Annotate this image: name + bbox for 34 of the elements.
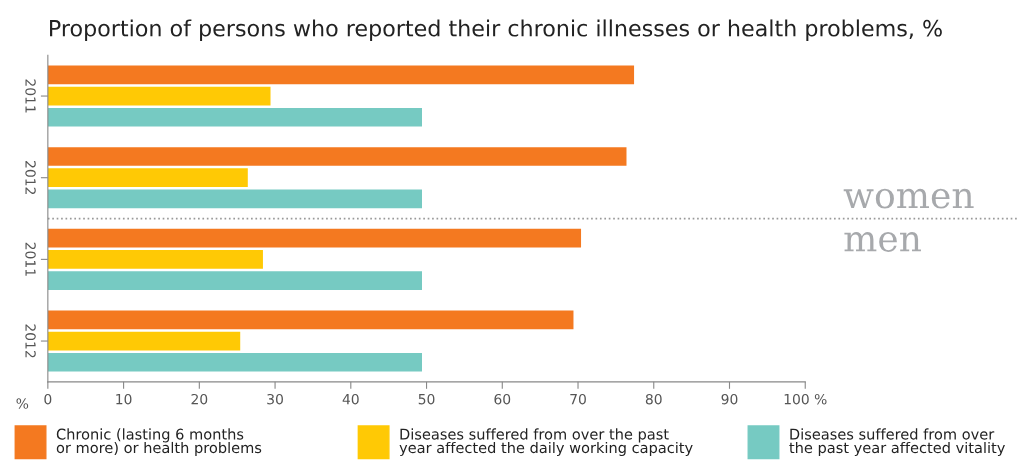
bar [47, 189, 422, 209]
x-tick-label: 20 [191, 393, 208, 405]
bar [47, 147, 627, 166]
x-tick-label: 100 % [784, 393, 827, 405]
x-tick-label: 60 [494, 393, 511, 405]
x-tick-label: 80 [645, 393, 662, 405]
bar [47, 271, 422, 290]
legend-label: Chronic (lasting 6 months or more) or health problems [56, 428, 262, 457]
bar [47, 331, 241, 351]
bar [47, 65, 635, 85]
x-axis-title: % [16, 398, 29, 409]
x-tick-label: 10 [116, 393, 132, 405]
chart-title: Proportion of persons who reported their chronic illnesses or health problems, % [50, 19, 942, 41]
bar [47, 228, 582, 248]
bar [47, 250, 263, 269]
x-tick-label: 90 [721, 393, 738, 405]
x-tick-label: 40 [342, 393, 359, 405]
bar [47, 107, 422, 127]
text: women [843, 188, 974, 209]
y-tick-label: 2011 [25, 242, 36, 276]
y-tick-label: 2012 [25, 324, 36, 358]
x-tick-label: 70 [570, 393, 586, 405]
y-tick-label: 2011 [25, 79, 36, 113]
bar [47, 310, 574, 330]
bar [47, 168, 248, 188]
legend-label: Diseases suffered from over the past year affected vitality [789, 428, 1005, 457]
legend-label: Diseases suffered from over the past year affected the daily working capacity [399, 428, 693, 457]
x-tick-label: 50 [418, 393, 435, 405]
x-tick-label: 30 [267, 393, 283, 405]
x-tick-label: 0 [44, 393, 52, 405]
text: men [844, 232, 921, 252]
bar [47, 86, 271, 106]
y-tick-label: 2012 [25, 161, 36, 194]
bar [47, 352, 422, 372]
